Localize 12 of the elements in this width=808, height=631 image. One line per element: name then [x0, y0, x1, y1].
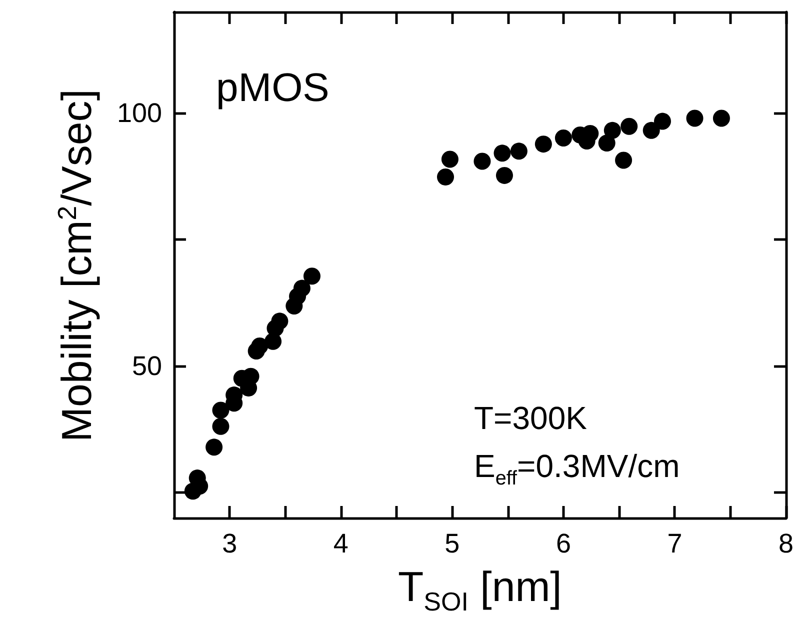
annotation: pMOS: [216, 66, 330, 110]
x-tick-label: 7: [667, 528, 682, 558]
x-axis-title: T$_{SOI}$ [nm]: [398, 563, 562, 616]
y-tick-label: 50: [132, 351, 162, 382]
x-tick-label: 5: [444, 528, 460, 558]
annotation: E$_{eff}$=0.3MV/cm: [474, 448, 680, 490]
x-tick-label: 6: [556, 528, 571, 558]
x-tick-label: 8: [778, 528, 794, 558]
y-tick-label: 100: [116, 98, 162, 128]
x-tick-label: 4: [333, 528, 348, 558]
annotation: T=300K: [474, 400, 587, 436]
x-tick-label: 3: [222, 528, 238, 558]
